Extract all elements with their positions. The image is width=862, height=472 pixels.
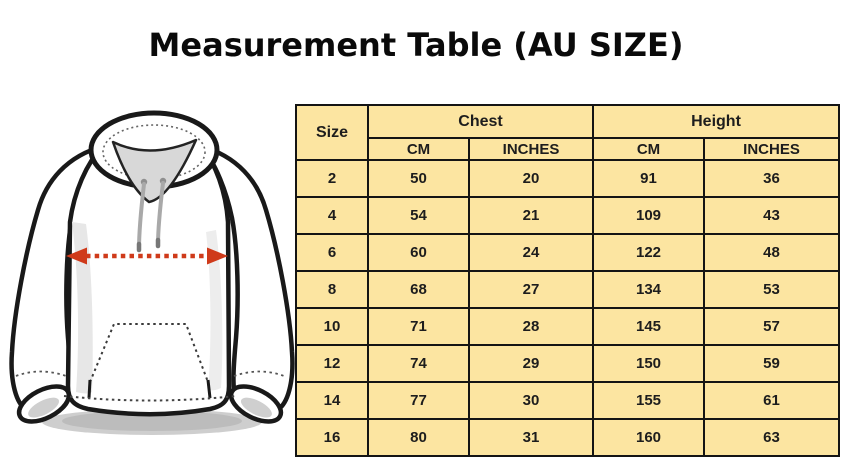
hoodie-drawing-svg	[9, 110, 295, 435]
page-title: Measurement Table (AU SIZE)	[148, 26, 684, 64]
size-cell: 6	[295, 233, 369, 272]
pocket-side-right	[206, 379, 212, 399]
height-cm-cell: 91	[592, 159, 706, 198]
height-inches-cell: 36	[703, 159, 841, 198]
height-cm-cell: 150	[592, 344, 706, 383]
hoodie-illustration	[0, 100, 300, 466]
chest-cm-cell: 60	[367, 233, 470, 272]
chest-cm-cell: 74	[367, 344, 470, 383]
chest-inches-cell: 31	[467, 418, 595, 457]
chest-inches-cell: 24	[467, 233, 595, 272]
size-cell: 12	[295, 344, 369, 383]
height-cm-cell: 145	[592, 307, 706, 346]
right-cuff	[228, 384, 284, 424]
table-row: 8 68 27 134 53	[295, 270, 841, 309]
chest-inches-cell: 28	[467, 307, 595, 346]
size-cell: 10	[295, 307, 369, 346]
pocket-side-left	[87, 379, 92, 399]
size-cell: 2	[295, 159, 369, 198]
height-inches-cell: 53	[703, 270, 841, 309]
table-row: 10 71 28 145 57	[295, 307, 841, 346]
table-row: 14 77 30 155 61	[295, 381, 841, 420]
height-cm-cell: 109	[592, 196, 706, 235]
height-cm-cell: 122	[592, 233, 706, 272]
chest-inches-header: INCHES	[467, 137, 595, 161]
height-inches-cell: 48	[703, 233, 841, 272]
chest-cm-cell: 50	[367, 159, 470, 198]
chest-cm-cell: 77	[367, 381, 470, 420]
table-row: 2 50 20 91 36	[295, 159, 841, 198]
height-inches-cell: 59	[703, 344, 841, 383]
height-cm-header: CM	[592, 137, 706, 161]
chest-inches-cell: 30	[467, 381, 595, 420]
size-column-header: Size	[295, 104, 369, 161]
height-inches-cell: 43	[703, 196, 841, 235]
chest-cm-header: CM	[367, 137, 470, 161]
height-cm-cell: 134	[592, 270, 706, 309]
measurement-table: Size Chest Height CM INCHES CM INCHES 2 …	[295, 104, 841, 457]
height-group-header: Height	[592, 104, 841, 139]
height-cm-cell: 155	[592, 381, 706, 420]
collar-opening	[111, 138, 198, 204]
chest-cm-cell: 68	[367, 270, 470, 309]
measurement-table-header: Size Chest Height CM INCHES CM INCHES	[295, 104, 841, 161]
size-table-body: 2 50 20 91 36 4 54 21 109 43 6 60 24 122…	[295, 159, 841, 457]
chest-inches-cell: 29	[467, 344, 595, 383]
pocket-dotted-outline	[89, 323, 209, 383]
size-cell: 14	[295, 381, 369, 420]
chest-inches-cell: 20	[467, 159, 595, 198]
chest-measurement-arrow	[66, 247, 228, 265]
table-row: 12 74 29 150 59	[295, 344, 841, 383]
height-inches-header: INCHES	[703, 137, 841, 161]
table-row: 6 60 24 122 48	[295, 233, 841, 272]
body-shading-left	[72, 222, 93, 394]
chest-inches-cell: 21	[467, 196, 595, 235]
height-cm-cell: 160	[592, 418, 706, 457]
table-row: 16 80 31 160 63	[295, 418, 841, 457]
chest-cm-cell: 54	[367, 196, 470, 235]
chest-cm-cell: 71	[367, 307, 470, 346]
height-inches-cell: 63	[703, 418, 841, 457]
hem-stitch	[63, 395, 237, 402]
hood-stitch	[102, 124, 206, 180]
size-cell: 8	[295, 270, 369, 309]
size-cell: 4	[295, 196, 369, 235]
body-shading-right	[206, 230, 223, 391]
chest-group-header: Chest	[366, 104, 595, 139]
height-inches-cell: 57	[703, 307, 841, 346]
height-inches-cell: 61	[703, 381, 841, 420]
chest-inches-cell: 27	[467, 270, 595, 309]
chest-cm-cell: 80	[367, 418, 470, 457]
size-cell: 16	[295, 418, 369, 457]
table-row: 4 54 21 109 43	[295, 196, 841, 235]
